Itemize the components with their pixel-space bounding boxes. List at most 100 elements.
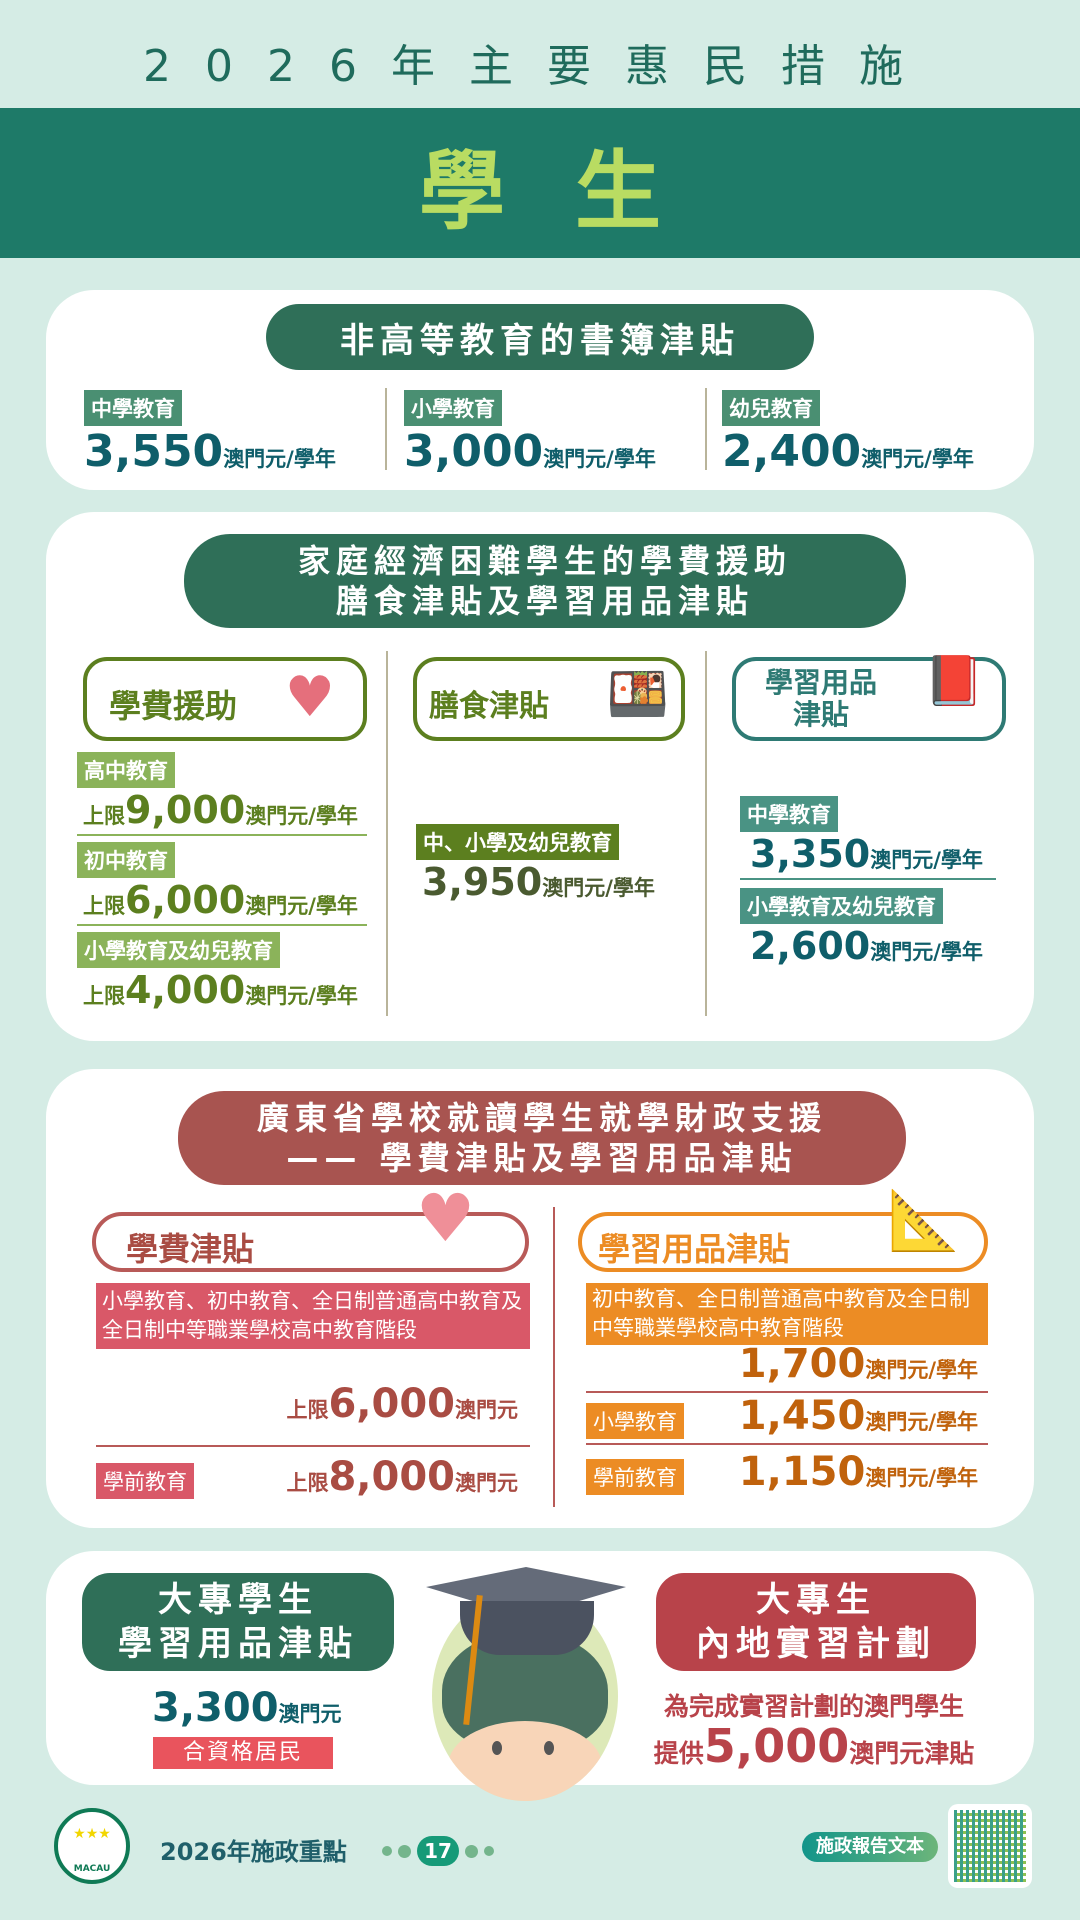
- title-line: 學習用品津貼: [118, 1624, 358, 1664]
- guangdong-card: 廣東省學校就讀學生就學財政支援 —— 學費津貼及學習用品津貼 學費津貼 ♥ 小學…: [46, 1069, 1034, 1528]
- divider: [96, 1445, 530, 1447]
- title-line: 大專學生: [158, 1580, 318, 1620]
- policy-report-button[interactable]: 施政報告文本: [802, 1832, 938, 1862]
- item-label: 初中教育: [77, 842, 175, 878]
- item-label: 小學教育及幼兒教育: [77, 932, 280, 968]
- item-unit: 澳門元/學年: [245, 804, 358, 828]
- gd-preschool-supplies-value: 1,150澳門元/學年: [739, 1449, 978, 1495]
- prefix: 上限: [286, 1398, 329, 1422]
- item-label: 小學教育: [586, 1403, 684, 1439]
- book-pencil-icon: 📕: [924, 653, 984, 709]
- divider: [705, 388, 707, 470]
- item-unit: 澳門元/學年: [870, 848, 983, 872]
- item-label: 幼兒教育: [722, 390, 820, 426]
- footer-label: 2026年施政重點: [160, 1838, 347, 1866]
- internship-text: 為完成實習計劃的澳門學生: [663, 1692, 964, 1721]
- title-line: 大專生: [756, 1580, 876, 1620]
- meal-list: 中、小學及幼兒教育 3,950澳門元/學年: [416, 824, 655, 904]
- item-value: 5,000: [703, 1719, 850, 1773]
- gd-tuition-value: 上限6,000澳門元: [286, 1381, 518, 1427]
- gd-supplies-value: 1,700澳門元/學年: [739, 1341, 978, 1387]
- pill-title: 學費援助: [109, 687, 238, 725]
- macau-emblem-logo: ★★★ MACAU: [54, 1808, 130, 1884]
- prefix: 上限: [83, 894, 125, 918]
- divider: [385, 388, 387, 470]
- item-value: 6,000: [328, 1381, 455, 1427]
- item-value: 1,700: [738, 1341, 866, 1387]
- heart-icon: ♥: [415, 1180, 475, 1257]
- divider: [586, 1443, 988, 1445]
- banner-title: 學生: [419, 141, 731, 242]
- supplies-pill: 學習用品 津貼 📕: [732, 657, 1006, 741]
- divider: [77, 834, 367, 836]
- pill-title: 學習用品: [764, 666, 877, 699]
- tertiary-card: 大專學生 學習用品津貼 3,300澳門元 合資格居民 大專生 內地實習計劃 為完…: [46, 1551, 1034, 1801]
- compass-pencil-icon: 📐: [887, 1186, 960, 1254]
- item-unit: 澳門元/學年: [870, 940, 983, 964]
- prefix: 提供: [653, 1739, 704, 1768]
- item-value: 3,300: [152, 1685, 279, 1731]
- tertiary-supplies-title: 大專學生 學習用品津貼: [82, 1573, 394, 1671]
- gd-supplies-label: 初中教育、全日制普通高中教育及全日制中等職業學校高中教育階段: [586, 1283, 988, 1345]
- page-top-title: 2026年主要惠民措施: [143, 41, 937, 92]
- gd-primary-value: 1,450澳門元/學年: [739, 1393, 978, 1439]
- qr-code[interactable]: [948, 1804, 1032, 1888]
- meal-allowance-pill: 膳食津貼 🍱: [413, 657, 685, 741]
- dot: [398, 1844, 411, 1858]
- books-item: 中學教育 3,550澳門元/學年: [84, 390, 336, 477]
- item-unit: 澳門元/學年: [865, 1466, 978, 1490]
- divider: [586, 1391, 988, 1393]
- item-value: 3,950: [422, 860, 543, 904]
- prefix: 上限: [83, 804, 125, 828]
- divider: [77, 924, 367, 926]
- item-label: 小學教育: [404, 390, 502, 426]
- item-label: 小學教育及幼兒教育: [740, 888, 943, 924]
- gd-tuition-label: 小學教育、初中教育、全日制普通高中教育及全日制中等職業學校高中教育階段: [96, 1283, 530, 1349]
- divider: [705, 651, 707, 1016]
- item-unit: 澳門元: [455, 1398, 518, 1422]
- logo-text: MACAU: [73, 1864, 111, 1874]
- item-value: 6,000: [125, 878, 246, 922]
- pill-title: 學費津貼: [126, 1230, 255, 1268]
- item-value: 3,350: [750, 832, 871, 876]
- page-number: 17: [417, 1836, 459, 1866]
- item-value: 9,000: [125, 788, 246, 832]
- item-unit: 澳門元: [455, 1471, 518, 1495]
- title-line: 家庭經濟困難學生的學費援助: [297, 542, 792, 580]
- internship-title: 大專生 內地實習計劃: [656, 1573, 976, 1671]
- tertiary-supplies-value: 3,300澳門元: [152, 1685, 342, 1731]
- item-unit: 澳門元/學年: [245, 894, 358, 918]
- supplies-list: 中學教育 3,350澳門元/學年 小學教育及幼兒教育 2,600澳門元/學年: [740, 796, 996, 968]
- dot: [465, 1844, 478, 1858]
- pill-title: 學習用品津貼: [598, 1230, 791, 1268]
- dot: [382, 1846, 392, 1856]
- heart-icon: ♥: [284, 665, 335, 730]
- gd-preschool-value: 上限8,000澳門元: [286, 1454, 518, 1500]
- item-unit: 澳門元/學年: [543, 447, 656, 471]
- item-label: 中學教育: [84, 390, 182, 426]
- title-line: 膳食津貼及學習用品津貼: [335, 582, 754, 620]
- prefix: 上限: [83, 984, 125, 1008]
- needy-title: 家庭經濟困難學生的學費援助 膳食津貼及學習用品津貼: [184, 534, 906, 628]
- item-label: 學前教育: [96, 1463, 194, 1499]
- gd-tuition-pill: 學費津貼 ♥: [92, 1180, 529, 1272]
- tuition-aid-list: 高中教育 上限9,000澳門元/學年 初中教育 上限6,000澳門元/學年 小學…: [77, 752, 367, 1012]
- divider: [553, 1207, 555, 1507]
- title-line: 內地實習計劃: [696, 1624, 936, 1664]
- books-item: 幼兒教育 2,400澳門元/學年: [722, 390, 974, 477]
- gd-supplies-pill: 學習用品津貼 📐: [578, 1186, 988, 1272]
- item-label: 中、小學及幼兒教育: [416, 824, 619, 860]
- needy-card: 家庭經濟困難學生的學費援助 膳食津貼及學習用品津貼 學費援助 ♥ 高中教育 上限…: [46, 512, 1034, 1041]
- prefix: 上限: [286, 1471, 329, 1495]
- item-unit: 澳門元/學年: [542, 876, 655, 900]
- tuition-aid-pill: 學費援助 ♥: [83, 657, 367, 741]
- section-banner: 學生: [0, 108, 1080, 258]
- cap-base: [460, 1601, 594, 1655]
- stars-icon: ★★★: [73, 1826, 111, 1842]
- books-item: 小學教育 3,000澳門元/學年: [404, 390, 656, 477]
- divider: [740, 878, 996, 880]
- title-line: 廣東省學校就讀學生就學財政支援: [256, 1099, 827, 1137]
- item-value: 1,450: [738, 1393, 866, 1439]
- item-unit: 澳門元: [278, 1702, 342, 1726]
- item-unit: 澳門元津貼: [849, 1739, 975, 1768]
